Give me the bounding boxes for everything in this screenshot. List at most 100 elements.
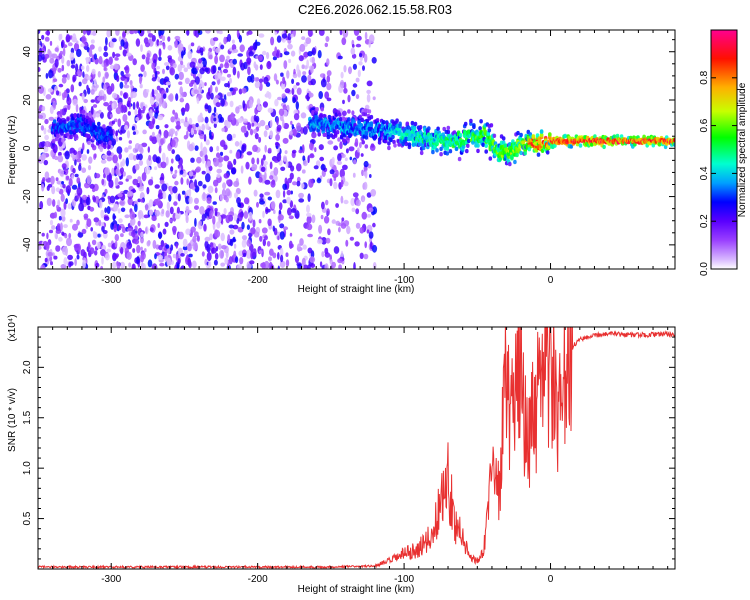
heatmap-speckle: [62, 44, 68, 49]
heatmap-speckle: [299, 43, 306, 52]
heatmap-speckle: [307, 155, 310, 164]
heatmap-speckle: [246, 224, 250, 230]
heatmap-speckle: [227, 234, 231, 244]
heatmap-speckle: [94, 153, 97, 159]
heatmap-speckle: [291, 87, 295, 96]
heatmap-speckle: [279, 260, 286, 268]
heatmap-speckle: [310, 78, 317, 86]
heatmap-speckle: [355, 199, 361, 207]
spectrogram-ytick-label: 20: [22, 94, 33, 106]
heatmap-speckle: [159, 179, 165, 185]
heatmap-speckle: [300, 127, 304, 134]
heatmap-speckle: [144, 248, 147, 253]
heatmap-speckle: [61, 215, 66, 222]
heatmap-speckle: [217, 243, 222, 250]
heatmap-speckle: [49, 40, 53, 46]
heatmap-speckle: [352, 63, 357, 70]
heatmap-speckle: [193, 231, 199, 237]
heatmap-speckle: [41, 34, 45, 40]
heatmap-speckle: [156, 65, 161, 70]
heatmap-speckle: [291, 124, 294, 130]
heatmap-speckle: [191, 67, 197, 74]
heatmap-speckle: [340, 222, 347, 229]
heatmap-speckle: [120, 207, 126, 213]
heatmap-ridge-cell: [469, 118, 473, 124]
heatmap-speckle: [361, 211, 368, 220]
heatmap-speckle: [58, 83, 64, 88]
heatmap-speckle: [259, 64, 263, 70]
heatmap-speckle: [100, 209, 105, 219]
heatmap-ridge-cell: [548, 132, 552, 137]
heatmap-speckle: [342, 30, 349, 38]
heatmap-speckle: [289, 200, 294, 209]
heatmap-ridge-cell: [461, 141, 466, 146]
heatmap-speckle: [260, 158, 264, 166]
heatmap-speckle: [307, 193, 311, 203]
heatmap-speckle: [213, 97, 217, 106]
heatmap-speckle: [54, 47, 59, 52]
heatmap-speckle: [53, 211, 58, 219]
heatmap-speckle: [112, 51, 116, 59]
heatmap-speckle: [65, 198, 68, 205]
heatmap-speckle: [92, 104, 98, 108]
heatmap-speckle: [61, 163, 67, 169]
heatmap-speckle: [190, 127, 194, 136]
heatmap-ridge-cell: [392, 139, 396, 145]
heatmap-speckle: [135, 116, 140, 122]
heatmap-speckle: [186, 243, 192, 252]
heatmap-speckle: [339, 141, 343, 150]
heatmap-speckle: [272, 56, 277, 61]
heatmap-speckle: [292, 181, 297, 186]
heatmap-speckle: [98, 56, 103, 65]
heatmap-speckle: [276, 35, 282, 43]
heatmap-speckle: [120, 39, 125, 47]
heatmap-speckle: [88, 156, 93, 164]
heatmap-speckle: [119, 45, 123, 51]
heatmap-speckle: [99, 95, 105, 100]
heatmap-speckle: [44, 171, 50, 179]
heatmap-speckle: [165, 244, 170, 249]
heatmap-speckle: [319, 73, 326, 78]
heatmap-speckle: [151, 131, 155, 137]
snr-xtick-label: 0: [548, 574, 554, 585]
heatmap-speckle: [241, 221, 245, 230]
heatmap-speckle: [215, 47, 221, 54]
heatmap-ridge-cell: [458, 133, 463, 138]
heatmap-speckle: [123, 66, 129, 71]
heatmap-speckle: [340, 179, 344, 188]
heatmap-speckle: [104, 167, 110, 176]
heatmap-speckle: [163, 129, 169, 139]
heatmap-speckle: [64, 150, 70, 160]
heatmap-speckle: [342, 99, 345, 105]
heatmap-speckle: [371, 244, 378, 253]
heatmap-speckle: [170, 158, 174, 164]
heatmap-ridge-cell: [69, 134, 73, 140]
heatmap-speckle: [346, 225, 351, 235]
heatmap-speckle: [154, 253, 157, 260]
heatmap-ridge-cell: [102, 124, 106, 129]
heatmap-speckle: [158, 145, 162, 154]
heatmap-speckle: [93, 78, 97, 86]
heatmap-speckle: [266, 61, 272, 70]
heatmap-speckle: [45, 72, 49, 79]
heatmap-speckle: [318, 224, 323, 234]
heatmap-speckle: [370, 189, 377, 197]
heatmap-ridge-cell: [375, 118, 380, 123]
heatmap-speckle: [232, 66, 237, 76]
heatmap-speckle: [226, 121, 231, 129]
heatmap-speckle: [347, 94, 351, 103]
heatmap-speckle: [258, 55, 263, 61]
heatmap-speckle: [86, 30, 91, 36]
heatmap-speckle: [87, 165, 92, 171]
heatmap-speckle: [52, 144, 58, 154]
heatmap-speckle: [198, 58, 203, 64]
heatmap-speckle: [268, 256, 272, 262]
spectrogram-heatmap: [38, 30, 675, 269]
heatmap-speckle: [106, 30, 112, 38]
heatmap-speckle: [289, 232, 293, 237]
heatmap-speckle: [126, 100, 131, 108]
heatmap-speckle: [120, 90, 123, 96]
heatmap-speckle: [162, 93, 167, 99]
heatmap-speckle: [364, 170, 368, 179]
heatmap-speckle: [55, 187, 61, 192]
